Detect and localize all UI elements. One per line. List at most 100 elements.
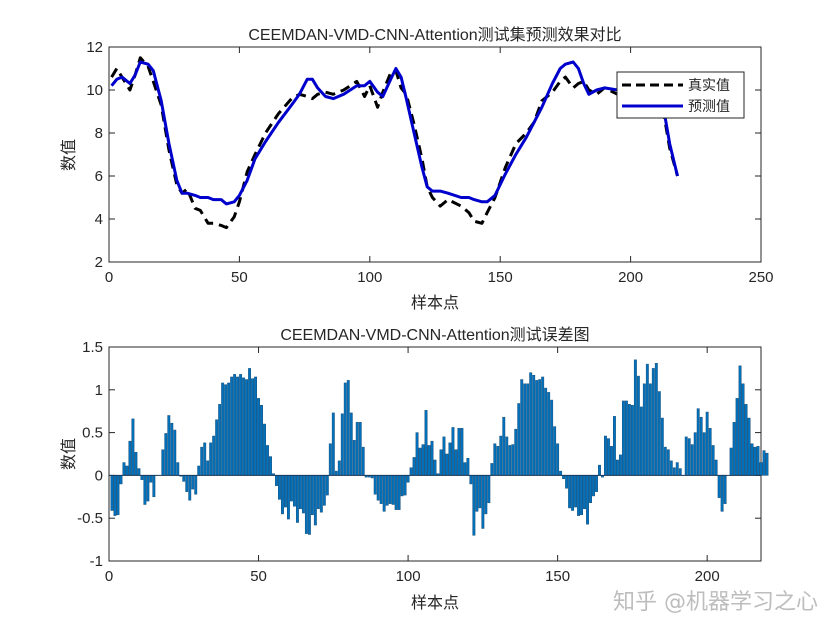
error-bar [535,380,537,475]
error-bar [506,437,508,476]
error-bar [341,414,343,476]
x-tick-label: 100 [357,269,382,286]
error-bar [589,475,591,502]
error-bar [308,475,310,534]
error-bar [604,436,606,475]
error-bar [263,424,265,475]
y-tick-label: 2 [95,254,103,271]
error-bar [201,447,203,475]
error-bar [655,363,657,475]
error-bar [135,452,137,475]
error-bar [718,475,720,497]
error-bar [332,413,334,475]
x-tick-label: 50 [250,568,267,585]
error-bar [443,437,445,476]
error-bar [398,475,400,509]
error-bar [625,401,627,475]
error-bar [284,475,286,507]
error-bar [111,475,113,510]
error-bar [512,445,514,476]
error-bar [574,475,576,507]
error-bar [431,441,433,475]
error-bar [296,475,298,522]
error-bar [353,440,355,475]
error-bar [153,475,155,496]
error-bar [204,443,206,476]
error-bar [521,380,523,476]
error-bar [622,401,624,475]
error-bar [661,418,663,475]
error-bar [290,475,292,501]
error-bar [449,443,451,476]
error-bar [192,475,194,489]
error-bar [434,460,436,475]
error-bar [126,466,128,475]
error-bar [356,422,358,475]
error-bar [335,471,337,475]
error-bar [344,383,346,475]
x-tick-label: 50 [231,269,248,286]
error-bar [485,475,487,514]
error-bar [129,441,131,475]
error-bar [425,410,427,475]
error-bar [643,384,645,476]
error-bar [323,475,325,505]
y-tick-label: 4 [95,211,103,228]
error-bar [174,430,176,475]
error-bar [452,427,454,475]
error-bar [721,475,723,511]
error-bar [314,475,316,525]
error-bar [592,475,594,496]
error-bar [245,380,247,476]
error-bar [422,445,424,476]
error-bar [329,444,331,476]
error-bar [497,446,499,475]
x-tick-label: 250 [748,269,773,286]
error-bar [186,475,188,491]
error-bar [281,475,283,514]
legend-label-true: 真实值 [688,77,730,93]
y-tick-label: -0.5 [77,510,103,527]
top-chart-title: CEEMDAN-VMD-CNN-Attention测试集预测效果对比 [248,26,621,44]
y-tick-label: 0 [95,467,103,484]
error-bar [461,428,463,475]
error-bar [470,475,472,484]
error-bar [236,377,238,475]
error-bar [745,404,747,475]
error-bar [658,392,660,476]
error-bar [547,392,549,475]
error-bar [404,475,406,495]
error-bar [230,377,232,475]
error-bar [162,450,164,476]
error-bar [117,475,119,514]
error-bar [233,374,235,475]
error-bar [559,471,561,475]
error-bar [703,433,705,476]
error-bar [275,475,277,485]
error-bar [120,475,122,484]
error-bar [195,475,197,494]
error-bar [440,450,442,476]
error-bar [631,405,633,475]
error-bar [221,383,223,475]
error-bar [646,364,648,475]
error-bar [763,451,765,476]
error-bar [138,469,140,476]
error-bar [709,428,711,475]
y-tick-label: 0.5 [82,425,103,442]
error-bar [488,475,490,502]
error-bar [652,368,654,475]
error-bar [260,405,262,475]
error-bar [257,398,259,475]
bottom-chart-xlabel: 样本点 [411,594,459,612]
error-bar [679,469,681,476]
error-bar [392,475,394,504]
error-bar [494,444,496,476]
error-bar [147,475,149,501]
error-bar [715,460,717,475]
error-bar [616,460,618,475]
error-bar [598,465,600,475]
error-bar [401,475,403,496]
watermark: 知乎 @机器学习之心 [613,584,818,616]
error-bar [144,475,146,504]
